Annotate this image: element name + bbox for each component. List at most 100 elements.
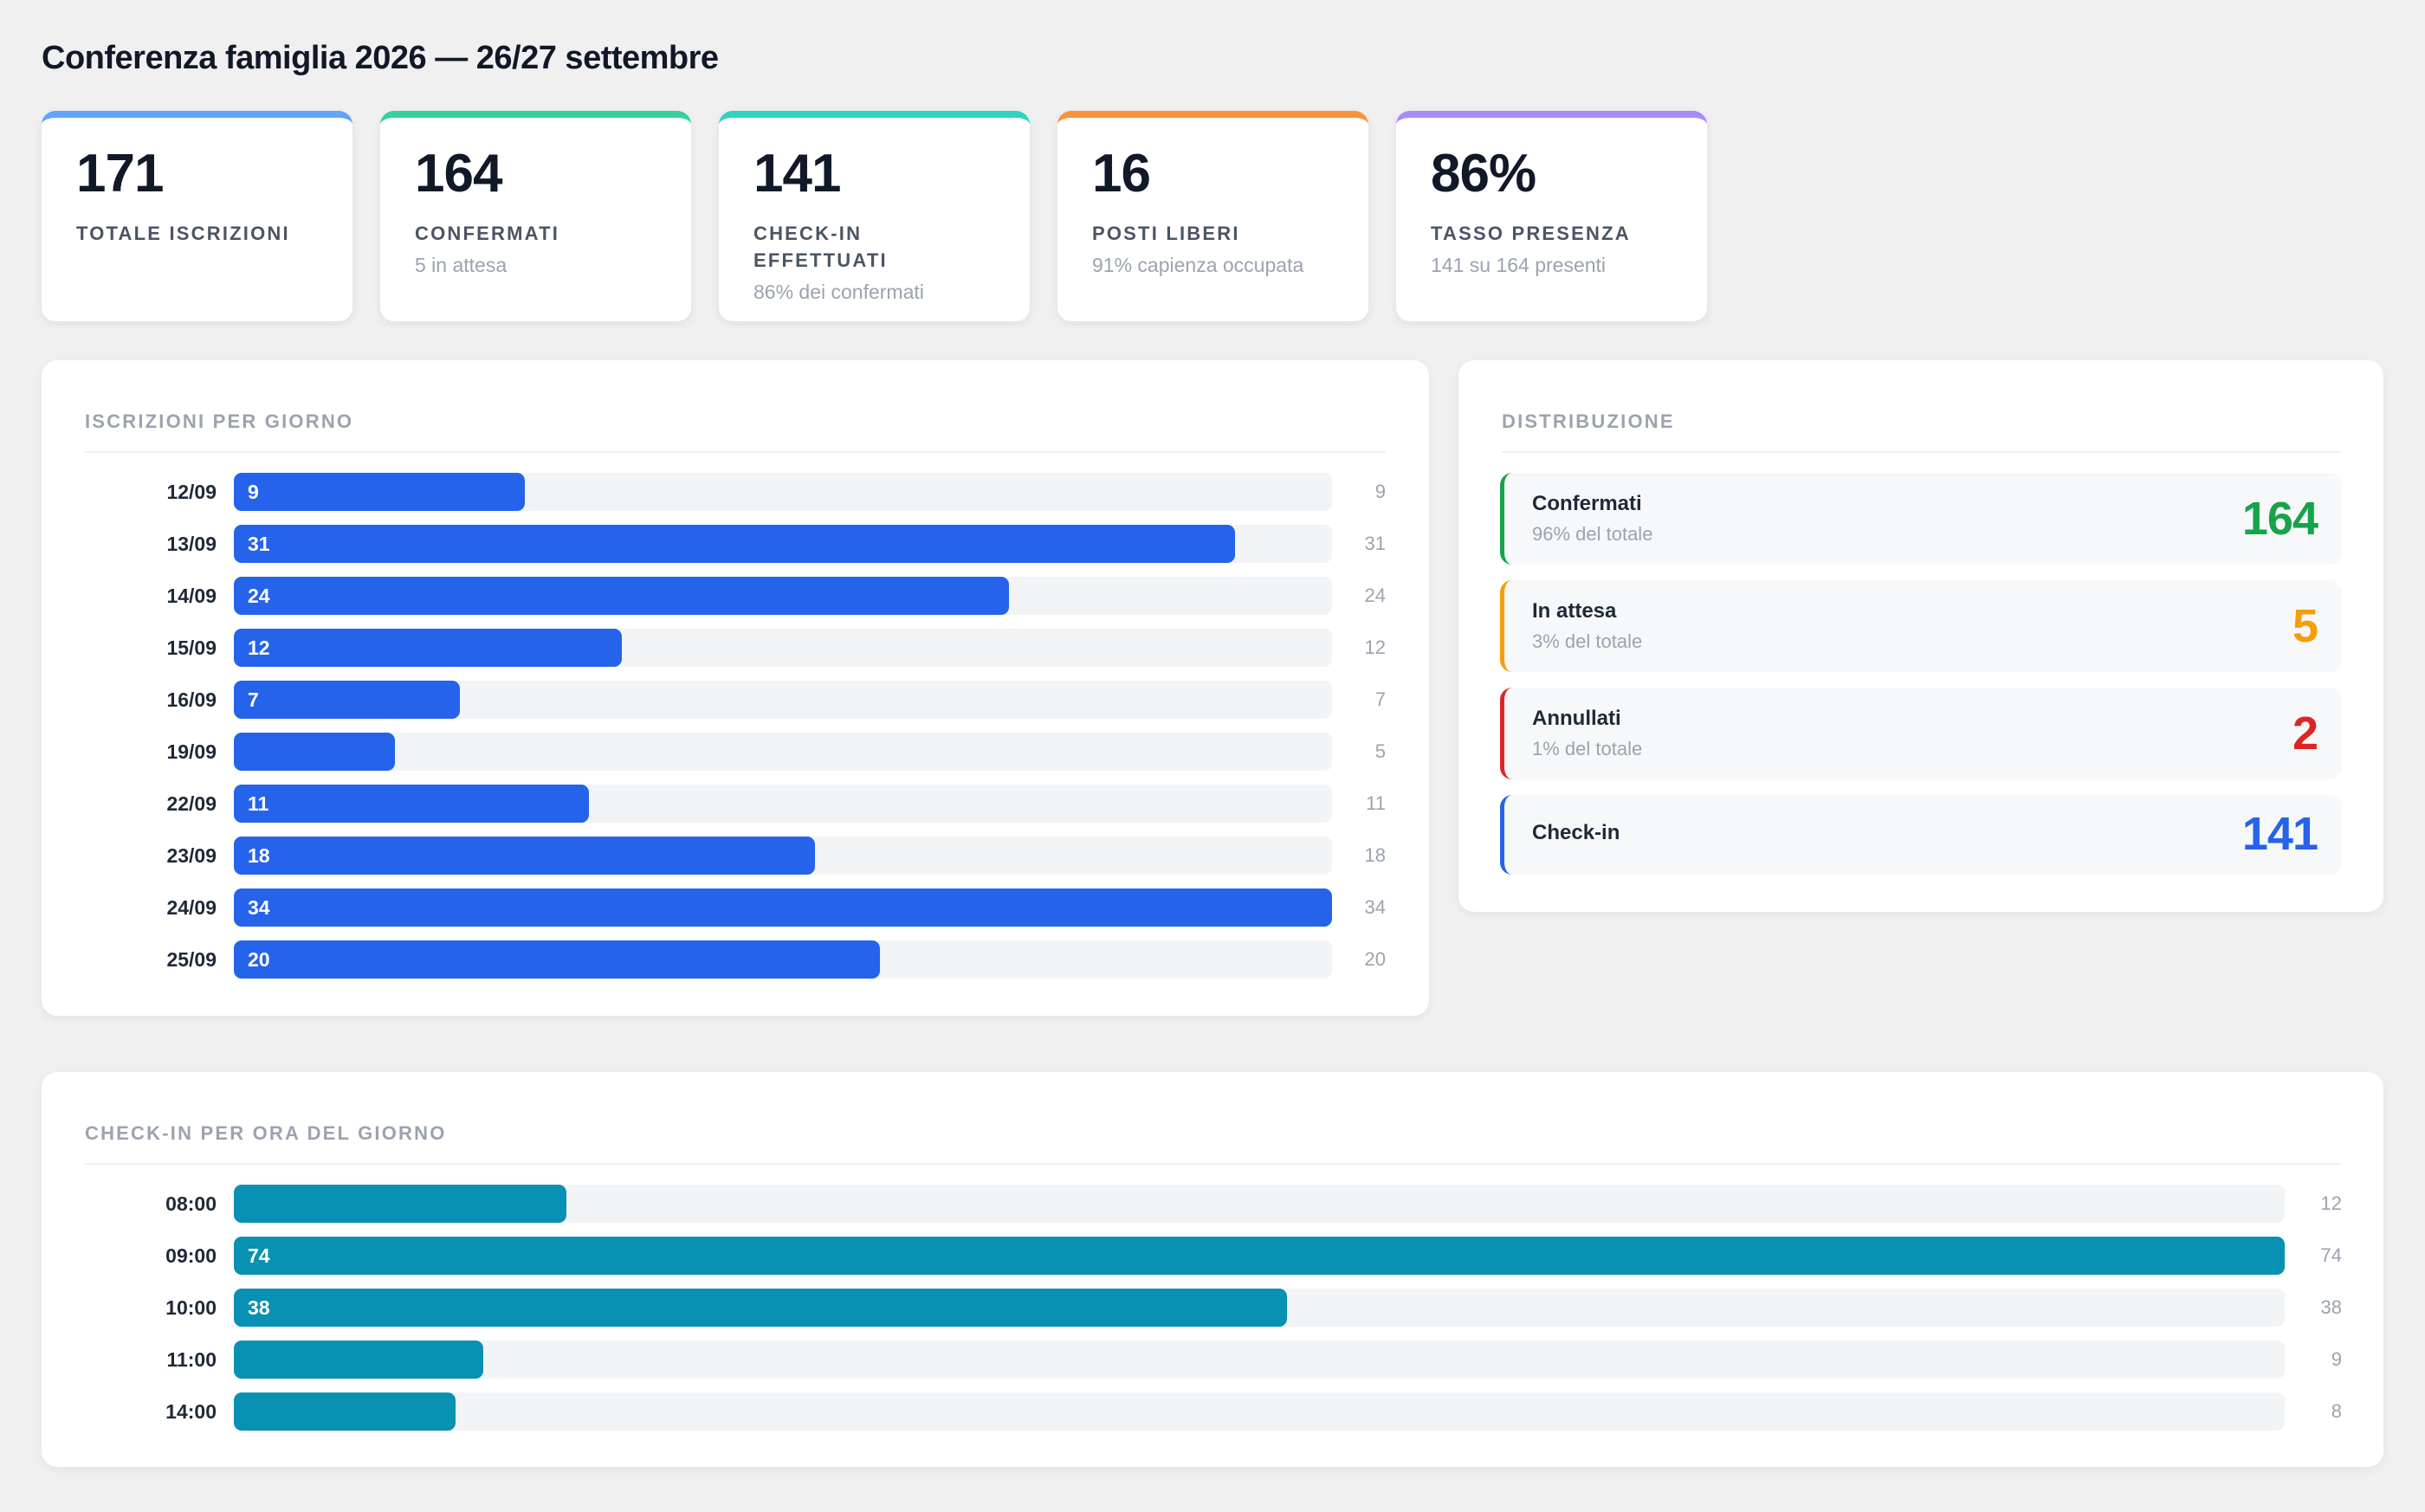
bar-value-label: 24 [1364, 585, 1386, 606]
kpi-card-attendance-rate: 86% TASSO PRESENZA 141 su 164 presenti [1396, 111, 1707, 321]
bar-inner-label: 34 [248, 896, 270, 919]
bar-inner-label: 12 [248, 636, 270, 659]
bar-value-label: 8 [2331, 1400, 2342, 1422]
bar-category-label: 25/09 [166, 948, 217, 971]
kpi-value: 171 [76, 144, 164, 204]
bar-category-label: 11:00 [166, 1348, 217, 1371]
distribution-item-sub: 3% del totale [1532, 630, 1643, 652]
bar-value-label: 12 [2320, 1192, 2342, 1214]
kpi-sub: 91% capienza occupata [1092, 254, 1304, 276]
kpi-card-checkin: 141 CHECK-IN EFFETTUATI 86% dei conferma… [719, 111, 1030, 321]
bar-inner-label: 20 [248, 948, 270, 971]
kpi-label: POSTI LIBERI [1092, 223, 1240, 244]
distribution-item-sub: 1% del totale [1532, 738, 1643, 759]
bar [234, 733, 396, 771]
bar-track: 7 [234, 681, 1332, 719]
bar-row: 11:00 9 [42, 1341, 2383, 1379]
kpi-sub: 141 su 164 presenti [1431, 254, 1607, 276]
kpi-label: CONFERMATI [415, 223, 560, 244]
bar-inner-label: 24 [248, 585, 270, 607]
bar: 11 [234, 785, 590, 823]
distribution-item-name: Annullati [1532, 707, 1621, 730]
bar-row: 14:00 8 [42, 1392, 2383, 1431]
bar-inner-label: 11 [248, 792, 269, 815]
bar-inner-label: 31 [248, 533, 270, 555]
bar: 74 [234, 1237, 2285, 1275]
hourly-checkin-panel: CHECK-IN PER ORA DEL GIORNO 08:00 12 09:00… [42, 1072, 2383, 1467]
distribution-item-checkin: Check-in 141 [1500, 795, 2342, 875]
bar-category-label: 19/09 [166, 740, 217, 763]
bar-track: 74 [234, 1237, 2285, 1275]
bar-value-label: 20 [1364, 948, 1386, 970]
distribution-item-name: Confermati [1532, 492, 1642, 515]
kpi-card-confirmed: 164 CONFERMATI 5 in attesa [380, 111, 691, 321]
bar-track [234, 1185, 2285, 1223]
bar-inner-label: 9 [248, 481, 259, 503]
bar-row: 22/09 11 11 [42, 785, 1429, 823]
distribution-item-name: In attesa [1532, 599, 1617, 623]
bar-track: 12 [234, 629, 1332, 667]
bar-track: 20 [234, 940, 1332, 979]
kpi-value: 86% [1431, 144, 1536, 204]
kpi-label: TOTALE ISCRIZIONI [76, 223, 290, 244]
kpi-card-total: 171 TOTALE ISCRIZIONI [42, 111, 352, 321]
bar-inner-label: 18 [248, 844, 270, 867]
bar-category-label: 23/09 [166, 844, 217, 867]
bar: 31 [234, 525, 1236, 563]
bar-category-label: 14:00 [165, 1400, 217, 1423]
kpi-row: 171 TOTALE ISCRIZIONI 164 CONFERMATI 5 i… [42, 111, 1707, 321]
bar-value-label: 31 [1364, 533, 1386, 554]
bar-category-label: 09:00 [165, 1244, 217, 1267]
bar-category-label: 24/09 [166, 896, 217, 919]
bar-row: 12/09 9 9 [42, 473, 1429, 511]
bar-track: 31 [234, 525, 1332, 563]
bar-category-label: 22/09 [166, 792, 217, 815]
bar-category-label: 13/09 [166, 533, 217, 555]
bar: 24 [234, 577, 1010, 615]
kpi-value: 164 [415, 144, 502, 204]
bar-track [234, 1341, 2285, 1379]
distribution-panel: DISTRIBUZIONE Confermati 96% del totale … [1458, 360, 2383, 912]
bar [234, 1341, 483, 1379]
bar: 34 [234, 888, 1332, 927]
bar-row: 25/09 20 20 [42, 940, 1429, 979]
bar-row: 16/09 7 7 [42, 681, 1429, 719]
bar-row: 15/09 12 12 [42, 629, 1429, 667]
bar-track: 24 [234, 577, 1332, 615]
bar: 18 [234, 837, 816, 875]
distribution-item-value: 5 [2292, 600, 2318, 652]
bar-track: 11 [234, 785, 1332, 823]
kpi-value: 141 [753, 144, 841, 204]
bar-category-label: 10:00 [165, 1296, 217, 1319]
daily-registrations-panel: ISCRIZIONI PER GIORNO 12/09 9 9 13/09 31 31 14… [42, 360, 1429, 1016]
bar-inner-label: 7 [248, 688, 259, 711]
bar: 7 [234, 681, 461, 719]
bar-value-label: 11 [1366, 792, 1386, 814]
bar-row: 23/09 18 18 [42, 837, 1429, 875]
distribution-item-cancelled: Annullati 1% del totale 2 [1500, 688, 2342, 779]
bar-category-label: 14/09 [166, 585, 217, 607]
distribution-item-sub: 96% del totale [1532, 523, 1653, 545]
bar-category-label: 16/09 [166, 688, 217, 711]
distribution-item-confirmed: Confermati 96% del totale 164 [1500, 473, 2342, 565]
kpi-sub: 86% dei confermati [753, 281, 924, 303]
distribution-item-pending: In attesa 3% del totale 5 [1500, 580, 2342, 672]
bar: 12 [234, 629, 622, 667]
bar-row: 19/09 5 [42, 733, 1429, 771]
bar-track: 34 [234, 888, 1332, 927]
bar-value-label: 9 [2331, 1348, 2342, 1370]
bar-row: 08:00 12 [42, 1185, 2383, 1223]
bar-value-label: 74 [2320, 1244, 2342, 1266]
bar-track [234, 1392, 2285, 1431]
bar-inner-label: 74 [248, 1244, 270, 1267]
bar-value-label: 5 [1374, 740, 1386, 762]
bar: 38 [234, 1289, 1287, 1327]
kpi-label: CHECK-IN EFFETTUATI [753, 223, 888, 271]
bar: 9 [234, 473, 525, 511]
bar-row: 24/09 34 34 [42, 888, 1429, 927]
bar-value-label: 7 [1374, 688, 1386, 710]
bar-value-label: 12 [1364, 636, 1386, 658]
bar-track: 9 [234, 473, 1332, 511]
distribution-item-value: 164 [2241, 493, 2318, 545]
bar: 20 [234, 940, 880, 979]
